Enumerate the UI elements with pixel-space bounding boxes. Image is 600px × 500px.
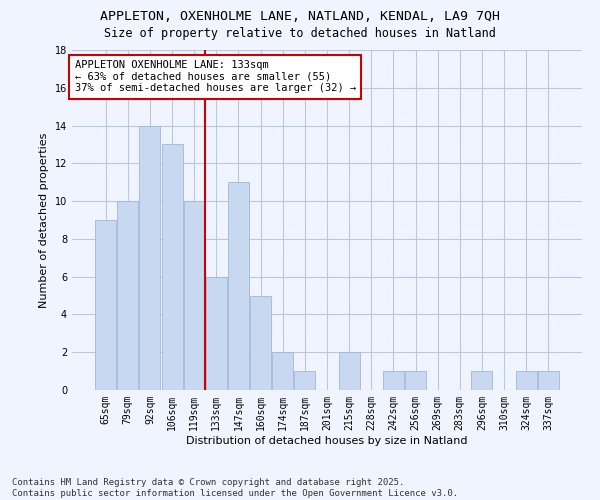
Bar: [338, 352, 359, 390]
Bar: [118, 201, 139, 390]
Bar: [515, 371, 536, 390]
Bar: [95, 220, 116, 390]
Bar: [139, 126, 160, 390]
Y-axis label: Number of detached properties: Number of detached properties: [39, 132, 49, 308]
Text: Size of property relative to detached houses in Natland: Size of property relative to detached ho…: [104, 28, 496, 40]
X-axis label: Distribution of detached houses by size in Natland: Distribution of detached houses by size …: [186, 436, 468, 446]
Bar: [184, 201, 205, 390]
Bar: [161, 144, 182, 390]
Bar: [538, 371, 559, 390]
Bar: [383, 371, 404, 390]
Bar: [206, 276, 227, 390]
Text: Contains HM Land Registry data © Crown copyright and database right 2025.
Contai: Contains HM Land Registry data © Crown c…: [12, 478, 458, 498]
Bar: [250, 296, 271, 390]
Bar: [228, 182, 249, 390]
Bar: [295, 371, 316, 390]
Bar: [272, 352, 293, 390]
Bar: [405, 371, 426, 390]
Text: APPLETON OXENHOLME LANE: 133sqm
← 63% of detached houses are smaller (55)
37% of: APPLETON OXENHOLME LANE: 133sqm ← 63% of…: [74, 60, 356, 94]
Text: APPLETON, OXENHOLME LANE, NATLAND, KENDAL, LA9 7QH: APPLETON, OXENHOLME LANE, NATLAND, KENDA…: [100, 10, 500, 23]
Bar: [472, 371, 493, 390]
